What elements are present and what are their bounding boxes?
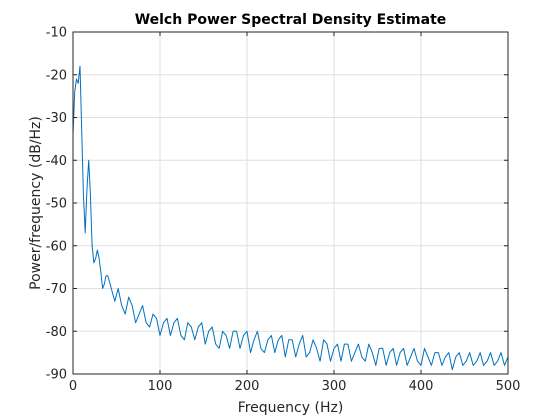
x-tick-label: 100 bbox=[148, 379, 173, 394]
y-tick-label: -50 bbox=[46, 197, 67, 212]
psd-line bbox=[72, 65, 509, 371]
y-tick-label: -40 bbox=[46, 154, 67, 169]
y-axis-label: Power/frequency (dB/Hz) bbox=[28, 116, 44, 290]
x-tick-label: 200 bbox=[235, 379, 260, 394]
y-tick-label: -20 bbox=[46, 68, 67, 83]
y-tick-label: -70 bbox=[46, 282, 67, 297]
y-tick-label: -30 bbox=[46, 111, 67, 126]
y-tick-label: -90 bbox=[46, 368, 67, 383]
x-axis-label: Frequency (Hz) bbox=[238, 400, 344, 416]
x-tick-label: 500 bbox=[496, 379, 521, 394]
y-tick-label: -60 bbox=[46, 239, 67, 254]
x-tick-label: 400 bbox=[409, 379, 434, 394]
y-tick-label: -80 bbox=[46, 325, 67, 340]
x-tick-label: 0 bbox=[69, 379, 77, 394]
axis-ticks: 0 100 200 300 400 500 -90 -80 -70 -60 -50 -40 -30 -20… bbox=[46, 26, 521, 395]
y-tick-label: -10 bbox=[46, 26, 67, 41]
data-series bbox=[72, 65, 509, 371]
chart-title: Welch Power Spectral Density Estimate bbox=[135, 12, 447, 28]
x-tick-label: 300 bbox=[322, 379, 347, 394]
